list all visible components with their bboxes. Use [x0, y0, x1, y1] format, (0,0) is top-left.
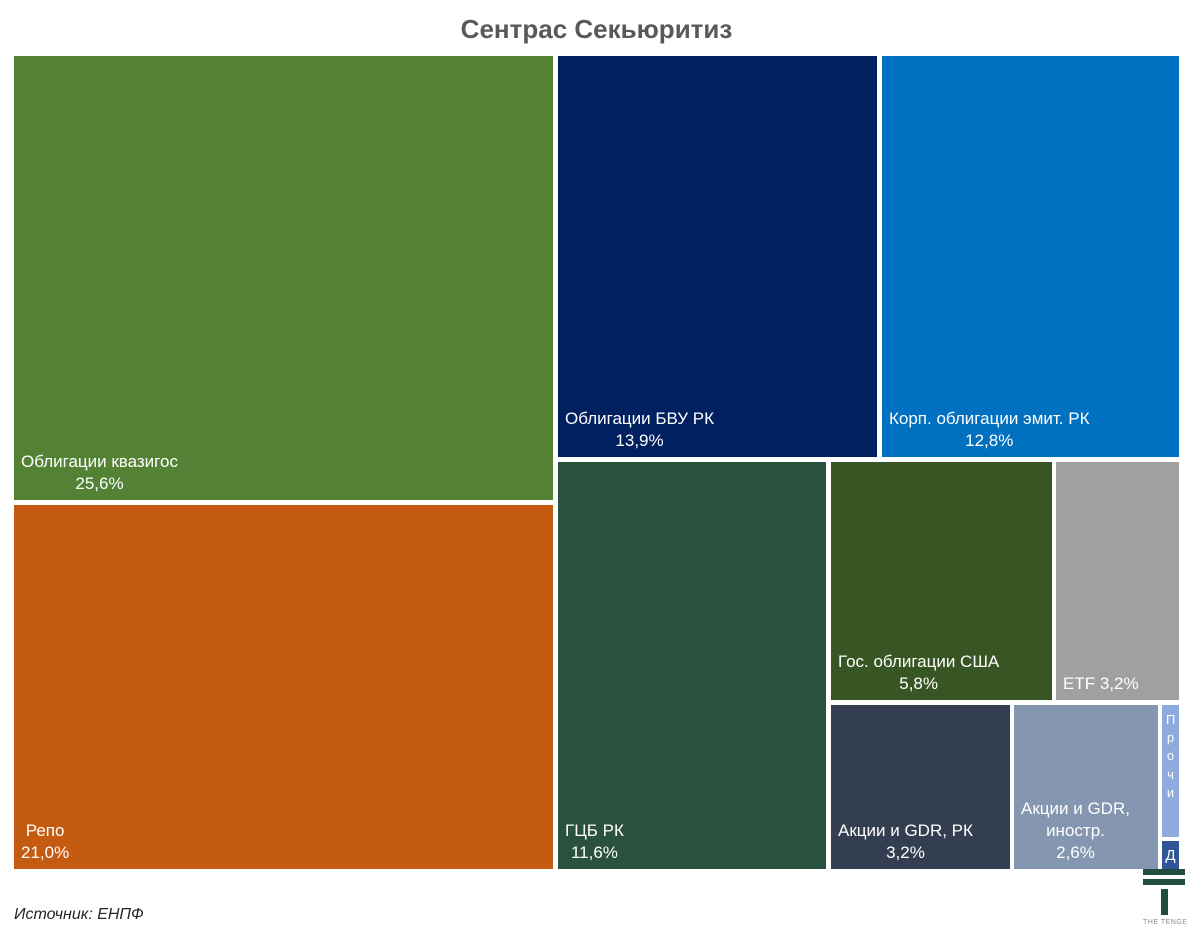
cell-value-text: 3,2%: [886, 842, 925, 862]
cell-value-text: 11,6%: [570, 842, 618, 862]
cell-label: Корп. облигации эмит. РК 12,8%: [889, 408, 1090, 452]
cell-label: Акции и GDR, иностр. 2,6%: [1021, 798, 1130, 864]
tenge-symbol-stem-icon: [1160, 889, 1168, 915]
page-title: Сентрас Секьюритиз: [460, 14, 733, 44]
cell-category-text: Акции и GDR,: [1021, 798, 1130, 818]
source-note: Источник: ЕНПФ: [14, 906, 144, 923]
cell-category-text: Облигации БВУ РК: [565, 408, 715, 428]
treemap-cell: Гос. облигации США 5,8%: [831, 462, 1052, 700]
cell-label: Облигации БВУ РК 13,9%: [565, 408, 714, 452]
cell-label: Д: [1165, 846, 1176, 864]
treemap-cell: Прочи: [1162, 705, 1179, 837]
treemap-cell: ГЦБ РК 11,6%: [558, 462, 826, 869]
treemap-cell: Акции и GDR, РК 3,2%: [831, 705, 1010, 869]
cell-category-text: Акции и GDR, РК: [838, 820, 973, 840]
cell-value-text: 13,9%: [615, 430, 664, 450]
cell-value-text: 21,0%: [21, 842, 70, 862]
cell-label: Акции и GDR, РК 3,2%: [838, 820, 973, 864]
cell-value-text: 2,6%: [1056, 842, 1095, 862]
cell-label: Облигации квазигос 25,6%: [21, 451, 178, 495]
treemap-cell: Д: [1162, 841, 1179, 869]
cell-value-text: 5,8%: [899, 673, 938, 693]
cell-label: Гос. облигации США 5,8%: [838, 651, 999, 695]
cell-value-text: 12,8%: [965, 430, 1014, 450]
cell-category-text: Корп. облигации эмит. РК: [889, 408, 1090, 428]
treemap-cell: Акции и GDR, иностр. 2,6%: [1014, 705, 1158, 869]
treemap-cell: Облигации квазигос 25,6%: [14, 56, 553, 500]
treemap-cell: Репо 21,0%: [14, 505, 553, 869]
cell-label: Репо 21,0%: [21, 820, 69, 864]
the-tenge-logo: THE TENGE: [1143, 869, 1188, 926]
tenge-symbol-top-bar-icon: [1143, 869, 1185, 875]
cell-category-text: Облигации квазигос: [21, 451, 178, 471]
logo-brand-text: THE TENGE: [1143, 919, 1188, 926]
cell-category-text: Репо: [25, 820, 65, 840]
treemap-cell: Облигации БВУ РК 13,9%: [558, 56, 877, 457]
cell-category-text: иностр.: [1046, 820, 1105, 840]
cell-value-text: 25,6%: [75, 473, 124, 493]
cell-label: ETF 3,2%: [1063, 673, 1139, 693]
treemap-cell: ETF 3,2%: [1056, 462, 1179, 700]
cell-category-text: Гос. облигации США: [838, 651, 1000, 671]
tenge-symbol-second-bar-icon: [1143, 879, 1185, 885]
cell-label: Прочи: [1166, 712, 1176, 800]
treemap-cell: Корп. облигации эмит. РК 12,8%: [882, 56, 1179, 457]
cell-label: ГЦБ РК 11,6%: [565, 820, 624, 864]
cell-category-text: ГЦБ РК: [565, 820, 624, 840]
